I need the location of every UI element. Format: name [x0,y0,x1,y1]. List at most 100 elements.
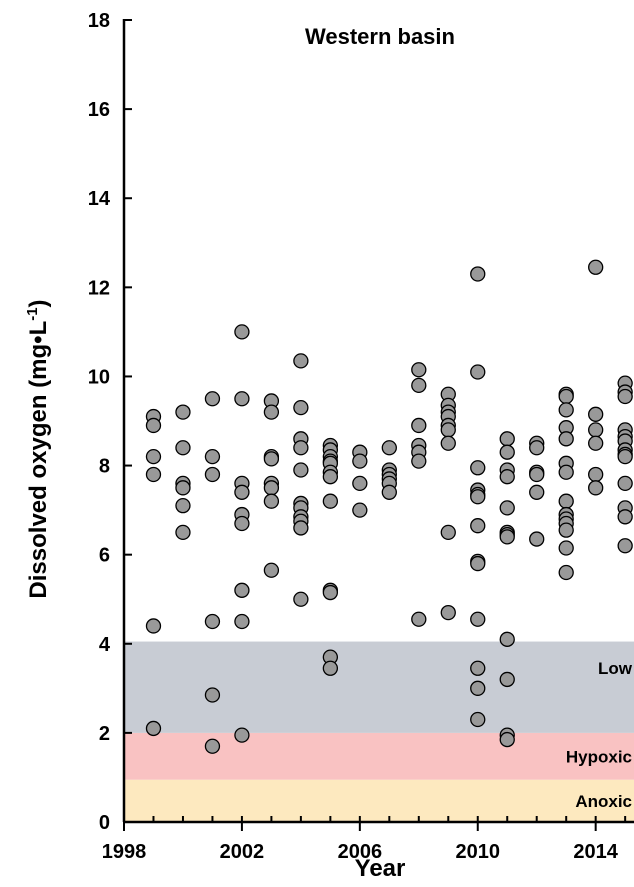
data-point [558,564,574,581]
data-point [175,498,191,514]
data-point [470,555,486,572]
data-point [204,613,221,630]
data-point [529,466,545,483]
axes-layer [122,19,634,831]
data-point [234,324,250,340]
band-label-low: Low [598,659,633,678]
y-axis-title-sup: -1 [24,307,41,320]
band-anoxic [124,779,634,822]
data-point [588,422,604,438]
data-point [322,660,339,676]
data-point [411,377,427,394]
data-point [234,613,250,630]
data-point [145,720,162,737]
data-point [617,448,633,465]
data-point [470,518,486,534]
data-point [588,466,604,483]
data-point [499,431,515,447]
data-point [234,582,250,598]
data-point [470,660,486,676]
y-tick-label: 6 [99,545,110,567]
data-point [263,404,280,420]
data-point [588,480,604,496]
band-low [124,641,634,733]
data-point [145,618,162,634]
data-point [617,475,633,492]
data-point [204,466,221,483]
data-point [411,453,427,469]
data-point [470,489,486,505]
data-point [145,448,162,465]
data-point [558,464,574,480]
data-point [558,431,574,447]
x-tick-label: 1998 [102,841,147,863]
labels-layer: Anoxic Hypoxic Low 0 2 4 6 8 10 12 14 16 18 1998 2002 2… [88,10,633,863]
data-point [558,540,574,556]
data-point [352,502,368,518]
data-point [470,611,486,627]
data-point [558,388,574,405]
data-point [588,259,604,275]
y-tick-label: 12 [88,277,110,299]
data-point [145,417,162,434]
data-point [175,480,191,496]
data-point [263,562,280,578]
data-point [499,731,515,748]
data-point [588,435,604,451]
data-point [263,480,280,496]
y-axis-title-main: Dissolved oxygen (mg•L [25,321,52,599]
data-point [499,469,515,485]
data-point [145,466,162,483]
x-tick-label: 2002 [220,841,265,863]
data-point [558,493,574,509]
data-point [293,591,309,607]
band-label-anoxic: Anoxic [575,792,632,811]
data-point [470,711,486,728]
data-point [470,460,486,476]
data-point [293,520,309,536]
data-point [529,531,545,547]
data-point [293,399,309,416]
y-tick-label: 14 [88,188,111,210]
data-point [440,524,456,541]
y-tick-label: 10 [88,366,110,388]
data-point [470,680,486,696]
y-axis-title: Dissolved oxygen (mg•L-1) [24,299,52,598]
data-point [293,462,309,478]
bands-layer [124,641,634,822]
x-tick-label: 2006 [338,841,383,863]
data-point [529,484,545,500]
data-point [204,448,221,465]
data-point [175,524,191,541]
data-point [440,435,456,451]
points-layer [145,259,633,754]
y-tick-label: 16 [88,99,110,121]
data-point [234,391,250,407]
data-point [440,422,456,438]
data-point [293,440,309,456]
data-point [175,404,191,420]
data-point [499,444,515,460]
data-point [322,493,339,509]
data-point [470,266,486,282]
data-point [617,538,633,554]
data-point [499,529,515,545]
data-point [322,469,339,485]
data-point [499,671,515,688]
data-point [499,500,515,516]
data-point [470,364,486,380]
data-point [352,475,368,492]
data-point [381,440,397,456]
y-tick-label: 0 [99,812,110,834]
data-point [204,687,221,703]
data-point [204,738,221,754]
data-point [263,451,280,467]
data-point [411,417,427,434]
data-point [529,440,545,456]
data-point [588,406,604,422]
data-point [322,584,339,601]
data-point [293,353,309,369]
data-point [175,440,191,456]
data-point [440,604,456,621]
